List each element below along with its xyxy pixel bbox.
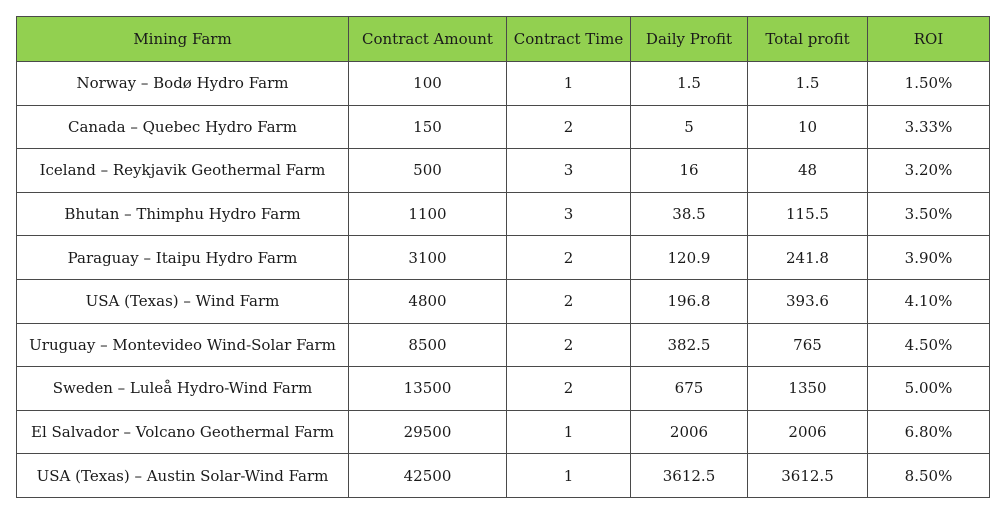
- cell-contract-time: 2: [506, 235, 631, 280]
- table-row: USA (Texas) – Austin Solar-Wind Farm 425…: [16, 453, 990, 498]
- cell-contract-time: 2: [506, 322, 631, 368]
- cell-total-profit: 2006: [747, 409, 868, 455]
- header-daily-profit: Daily Profit: [630, 16, 748, 62]
- cell-mining-farm: USA (Texas) – Austin Solar-Wind Farm: [16, 453, 349, 498]
- cell-total-profit: 393.6: [747, 278, 868, 324]
- header-contract-amount: Contract Amount: [348, 16, 507, 62]
- cell-total-profit: 48: [747, 148, 868, 193]
- cell-daily-profit: 1.5: [630, 61, 748, 106]
- cell-contract-amount: 8500: [348, 322, 507, 368]
- cell-total-profit: 10: [747, 104, 868, 150]
- cell-contract-time: 3: [506, 148, 631, 193]
- cell-daily-profit: 3612.5: [630, 453, 748, 498]
- table-row: Uruguay – Montevideo Wind-Solar Farm 850…: [16, 322, 990, 368]
- table-row: Bhutan – Thimphu Hydro Farm 1100 3 38.5 …: [16, 191, 990, 237]
- cell-contract-time: 2: [506, 104, 631, 150]
- table-row: Sweden – Luleå Hydro-Wind Farm 13500 2 6…: [16, 366, 990, 411]
- cell-mining-farm: Iceland – Reykjavik Geothermal Farm: [16, 148, 349, 193]
- cell-roi: 1.50%: [867, 61, 990, 106]
- table-row: Norway – Bodø Hydro Farm 100 1 1.5 1.5 1…: [16, 61, 990, 106]
- cell-roi: 4.10%: [867, 278, 990, 324]
- cell-contract-amount: 1100: [348, 191, 507, 237]
- cell-mining-farm: Norway – Bodø Hydro Farm: [16, 61, 349, 106]
- cell-contract-time: 1: [506, 61, 631, 106]
- cell-daily-profit: 675: [630, 366, 748, 411]
- cell-roi: 4.50%: [867, 322, 990, 368]
- cell-daily-profit: 120.9: [630, 235, 748, 280]
- cell-mining-farm: El Salvador – Volcano Geothermal Farm: [16, 409, 349, 455]
- table-header-row: Mining Farm Contract Amount Contract Tim…: [16, 16, 990, 62]
- cell-contract-time: 3: [506, 191, 631, 237]
- cell-contract-amount: 3100: [348, 235, 507, 280]
- cell-roi: 3.33%: [867, 104, 990, 150]
- cell-contract-time: 1: [506, 409, 631, 455]
- cell-contract-time: 2: [506, 366, 631, 411]
- cell-roi: 8.50%: [867, 453, 990, 498]
- cell-roi: 5.00%: [867, 366, 990, 411]
- table-row: Iceland – Reykjavik Geothermal Farm 500 …: [16, 148, 990, 193]
- header-total-profit: Total profit: [747, 16, 868, 62]
- cell-contract-time: 2: [506, 278, 631, 324]
- cell-contract-amount: 4800: [348, 278, 507, 324]
- cell-roi: 3.20%: [867, 148, 990, 193]
- cell-daily-profit: 38.5: [630, 191, 748, 237]
- cell-mining-farm: Paraguay – Itaipu Hydro Farm: [16, 235, 349, 280]
- cell-total-profit: 3612.5: [747, 453, 868, 498]
- header-mining-farm: Mining Farm: [16, 16, 349, 62]
- cell-contract-amount: 42500: [348, 453, 507, 498]
- cell-contract-time: 1: [506, 453, 631, 498]
- header-roi: ROI: [867, 16, 990, 62]
- cell-contract-amount: 150: [348, 104, 507, 150]
- cell-daily-profit: 382.5: [630, 322, 748, 368]
- cell-total-profit: 765: [747, 322, 868, 368]
- table-row: El Salvador – Volcano Geothermal Farm 29…: [16, 409, 990, 455]
- cell-mining-farm: Sweden – Luleå Hydro-Wind Farm: [16, 366, 349, 411]
- cell-mining-farm: Canada – Quebec Hydro Farm: [16, 104, 349, 150]
- cell-total-profit: 115.5: [747, 191, 868, 237]
- cell-daily-profit: 16: [630, 148, 748, 193]
- cell-contract-amount: 100: [348, 61, 507, 106]
- cell-total-profit: 241.8: [747, 235, 868, 280]
- table-row: Canada – Quebec Hydro Farm 150 2 5 10 3.…: [16, 104, 990, 150]
- mining-farm-table-container: Mining Farm Contract Amount Contract Tim…: [16, 16, 990, 498]
- cell-contract-amount: 500: [348, 148, 507, 193]
- cell-mining-farm: Uruguay – Montevideo Wind-Solar Farm: [16, 322, 349, 368]
- cell-roi: 3.50%: [867, 191, 990, 237]
- cell-contract-amount: 29500: [348, 409, 507, 455]
- cell-mining-farm: Bhutan – Thimphu Hydro Farm: [16, 191, 349, 237]
- cell-daily-profit: 5: [630, 104, 748, 150]
- table-row: Paraguay – Itaipu Hydro Farm 3100 2 120.…: [16, 235, 990, 280]
- cell-total-profit: 1.5: [747, 61, 868, 106]
- cell-contract-amount: 13500: [348, 366, 507, 411]
- header-contract-time: Contract Time: [506, 16, 631, 62]
- mining-farm-table: Mining Farm Contract Amount Contract Tim…: [16, 16, 990, 498]
- cell-roi: 3.90%: [867, 235, 990, 280]
- cell-daily-profit: 196.8: [630, 278, 748, 324]
- cell-roi: 6.80%: [867, 409, 990, 455]
- cell-mining-farm: USA (Texas) – Wind Farm: [16, 278, 349, 324]
- cell-total-profit: 1350: [747, 366, 868, 411]
- table-row: USA (Texas) – Wind Farm 4800 2 196.8 393…: [16, 278, 990, 324]
- cell-daily-profit: 2006: [630, 409, 748, 455]
